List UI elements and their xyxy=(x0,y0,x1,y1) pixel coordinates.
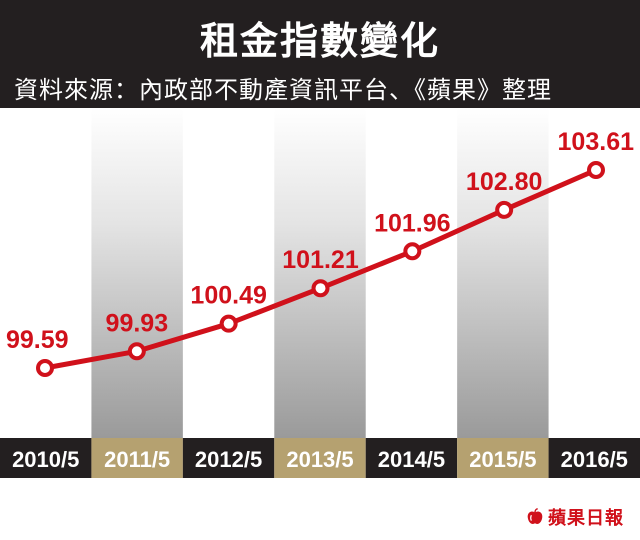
x-axis-cell xyxy=(0,438,92,478)
background-band xyxy=(457,108,549,438)
data-point xyxy=(403,242,422,261)
brand-text: 蘋果日報 xyxy=(548,508,624,529)
chart-title: 租金指數變化 xyxy=(199,18,440,63)
data-point xyxy=(127,342,146,361)
data-point xyxy=(36,359,54,377)
data-label: 99.59 xyxy=(6,326,69,354)
apple-icon xyxy=(527,508,543,524)
x-tick-label: 2010/5 xyxy=(12,447,79,472)
background-band xyxy=(274,108,366,438)
data-label: 101.21 xyxy=(282,246,359,274)
x-axis-cell xyxy=(548,438,640,478)
x-tick-label: 2015/5 xyxy=(469,447,536,472)
x-axis-cell xyxy=(91,438,183,478)
data-point xyxy=(219,314,238,333)
data-labels: 99.59 99.93 100.49 101.21 101.96 102.80 103.61 xyxy=(6,128,634,354)
x-tick-label: 2013/5 xyxy=(286,447,353,472)
x-tick-label: 2014/5 xyxy=(378,447,445,472)
chart-header: 租金指數變化 資料來源：內政部不動產資訊平台、《蘋果》整理 xyxy=(0,0,640,108)
data-label: 99.93 xyxy=(106,309,169,337)
x-axis-cell xyxy=(182,438,275,478)
data-label: 103.61 xyxy=(558,128,635,156)
brand-logo: 蘋果日報 xyxy=(526,504,624,530)
x-axis-cell xyxy=(274,438,366,478)
data-point xyxy=(311,279,330,298)
background-band xyxy=(91,108,183,438)
data-label: 101.96 xyxy=(374,209,450,237)
x-axis: 2010/5 2011/5 2012/5 2013/5 2014/5 2015/5 2016… xyxy=(0,438,640,478)
x-axis-cell xyxy=(365,438,458,478)
data-point xyxy=(587,161,605,179)
x-tick-label: 2016/5 xyxy=(561,447,628,472)
background-bands xyxy=(91,108,549,438)
data-point xyxy=(495,200,514,219)
data-label: 102.80 xyxy=(466,168,542,196)
source-note: 資料來源：內政部不動產資訊平台、《蘋果》整理 xyxy=(14,76,552,104)
x-axis-cell xyxy=(457,438,549,478)
x-tick-label: 2012/5 xyxy=(195,447,262,472)
data-label: 100.49 xyxy=(190,282,266,310)
data-points xyxy=(36,161,605,377)
x-tick-label: 2011/5 xyxy=(104,447,170,472)
